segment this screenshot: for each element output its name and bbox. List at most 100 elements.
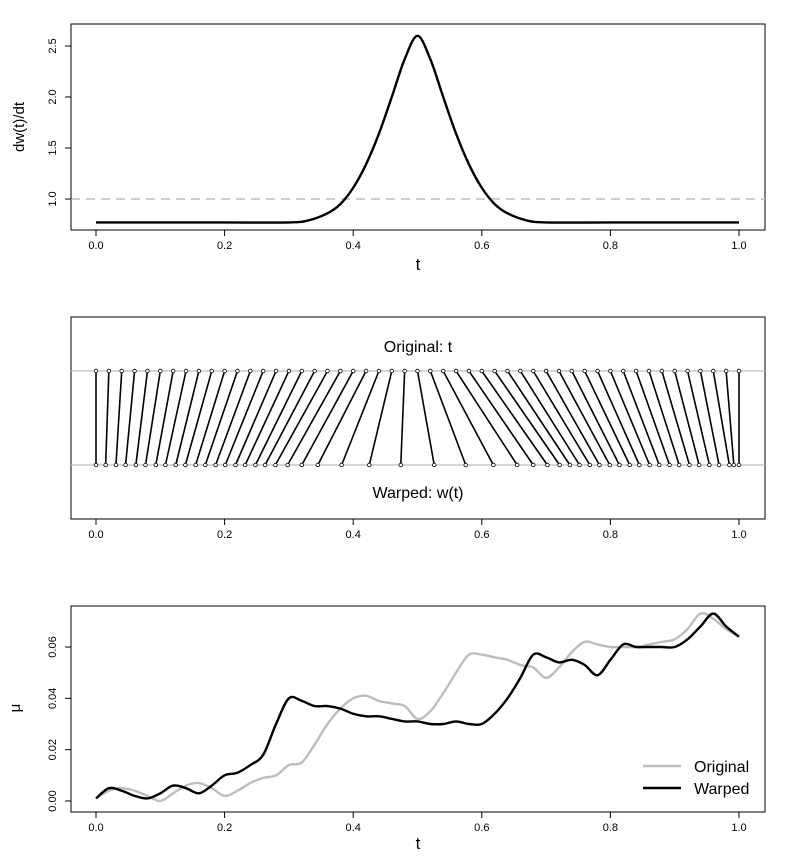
warp-link [244,370,290,466]
original-point [479,368,484,374]
original-point [672,368,677,374]
warped-point [687,462,692,468]
warp-link [254,370,303,466]
original-point [196,368,202,374]
original-point [531,368,536,374]
warp-link [416,370,436,466]
warp-link [583,370,631,466]
original-point [132,368,137,374]
original-point [518,368,523,374]
warp-link [494,370,561,466]
warped-point [627,462,632,468]
warp-link [648,370,680,466]
warped-point [607,462,612,468]
warp-link [155,370,174,466]
warp-link [519,370,581,466]
warp-link [532,370,591,466]
x-tick-label: 0.8 [603,529,618,541]
warped-point [727,462,732,468]
warped-point [731,462,737,468]
original-point [633,368,639,374]
panel3-frame [70,605,766,813]
warp-link [174,370,200,466]
warp-link [234,370,277,466]
warp-link [622,370,661,466]
warped-point [253,462,258,468]
warped-point [153,462,158,468]
y-tick-label: 2.5 [47,38,59,53]
x-tick-label: 0.2 [217,822,232,834]
warped-point [367,462,372,468]
warp-link [204,370,239,466]
warp-link [609,370,651,466]
warp-link [124,370,136,466]
warped-point [398,462,403,468]
original-point [582,368,587,374]
warp-link [455,370,518,466]
warped-point [123,462,128,468]
y-tick-label: 0.04 [47,688,59,709]
warp-link [286,370,342,466]
warp-link [274,370,329,466]
warp-link [545,370,601,466]
warp-link [399,370,406,466]
panel2-x-axis: 0.0 0.2 0.4 0.6 0.8 1.0 [88,518,747,541]
warped-point [299,462,304,468]
original-point [659,368,665,374]
original-point [93,368,99,374]
warp-link [368,370,393,466]
legend: Original Warped [643,759,749,798]
warped-point [545,462,550,468]
x-tick-label: 0.4 [346,529,361,541]
warped-point [696,462,702,468]
original-point [569,368,575,374]
warped-point [143,462,148,468]
warped-point [647,462,652,468]
warped-point [557,462,562,468]
warp-link [558,370,611,466]
warped-point [285,462,290,468]
original-point [145,368,150,374]
warped-point [657,462,662,468]
warped-point [133,462,139,468]
original-point [325,368,330,374]
warped-point [183,462,188,468]
x-tick-label: 1.0 [731,240,746,252]
original-point [376,368,382,374]
warped-point [262,462,268,468]
warp-link [164,370,187,466]
warp-link [144,370,162,466]
warped-point [113,462,119,468]
panel-warping-map: Original: t Warped: w(t) 0.0 0.2 0.4 0.6 0.8… [70,316,766,541]
y-tick-label: 0.02 [47,739,59,760]
x-tick-label: 0.2 [217,529,232,541]
original-point [621,368,626,374]
panel3-x-axis: 0.0 0.2 0.4 0.6 0.8 1.0 [88,811,747,834]
warped-point [716,462,722,468]
panel3-y-axis: 0.00 0.02 0.04 0.06 [47,636,72,812]
warp-link [224,370,264,466]
panel-derivative: 0.0 0.2 0.4 0.6 0.8 1.0 1.0 1.5 2.0 2.5 t dw(t)/… [11,23,766,274]
warped-point [223,462,228,468]
original-point [248,368,253,374]
warped-point [173,462,178,468]
warp-link [429,370,467,466]
warped-label: Warped: w(t) [373,485,464,502]
warped-point [193,462,198,468]
original-point [646,368,652,374]
original-point [556,368,562,374]
warped-point [617,462,622,468]
warped-point [577,462,582,468]
original-point [158,368,163,374]
original-point [351,368,356,374]
warped-point [273,462,278,468]
y-tick-label: 0.06 [47,636,59,657]
warp-link [442,370,495,466]
original-point [119,368,124,374]
warp-link [468,370,534,466]
warped-point [637,462,642,468]
x-tick-label: 0.4 [346,822,361,834]
warped-point [103,462,108,468]
original-point [338,368,343,374]
warped-point [315,462,321,468]
